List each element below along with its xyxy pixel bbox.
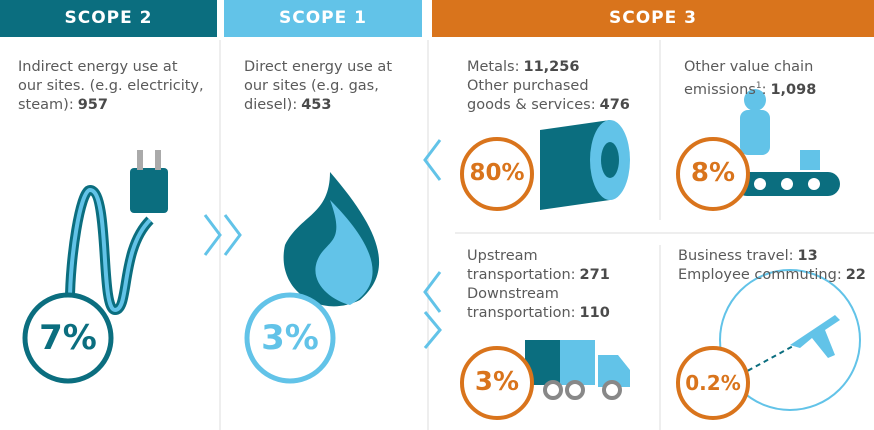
infographic: SCOPE 2 Indirect energy use at our sites. … <box>0 0 874 430</box>
text-line: Business travel:13 <box>678 247 866 266</box>
text-line: diesel):453 <box>244 96 392 115</box>
percentage: 0.2% <box>678 371 748 395</box>
text-line: Indirect energy use at <box>18 58 204 77</box>
text-line: Other value chain <box>684 58 816 77</box>
label: Metals: <box>467 59 519 75</box>
text-line: goods & services:476 <box>467 96 630 115</box>
label: our sites (e.g. gas, <box>244 78 379 94</box>
scope-header: SCOPE 1 <box>224 0 422 37</box>
label: goods & services: <box>467 97 596 113</box>
text-line: Upstream <box>467 247 610 266</box>
label: Other purchased <box>467 78 589 94</box>
description: Other value chain emissions1:1,098 <box>684 58 816 100</box>
percentage: 3% <box>462 367 532 398</box>
label: our sites. (e.g. electricity, <box>18 78 204 94</box>
value: 22 <box>846 267 866 283</box>
label: diesel): <box>244 97 297 113</box>
description: Indirect energy use at our sites. (e.g. e… <box>18 58 204 115</box>
value: 957 <box>78 97 108 113</box>
label: Employee commuting: <box>678 267 842 283</box>
label: Downstream <box>467 286 559 302</box>
value: 11,256 <box>523 59 579 75</box>
text-line: our sites (e.g. gas, <box>244 77 392 96</box>
text-line: Metals:11,256 <box>467 58 630 77</box>
label: transportation: <box>467 267 576 283</box>
label: Other value chain <box>684 59 813 75</box>
text-line: emissions1:1,098 <box>684 77 816 100</box>
value: 110 <box>580 305 610 321</box>
text-line: Other purchased <box>467 77 630 96</box>
percentage: 80% <box>462 160 532 188</box>
label: steam): <box>18 97 74 113</box>
value: 271 <box>580 267 610 283</box>
scope-header: SCOPE 2 <box>0 0 217 37</box>
percentage: 3% <box>247 318 333 359</box>
text-line: Direct energy use at <box>244 58 392 77</box>
text-line: transportation:110 <box>467 304 610 323</box>
text-line: Downstream <box>467 285 610 304</box>
scope-header: SCOPE 3 <box>432 0 874 37</box>
percentage: 8% <box>678 158 748 189</box>
percentage: 7% <box>25 318 111 359</box>
label: Business travel: <box>678 248 794 264</box>
text-line: transportation:271 <box>467 266 610 285</box>
text-line: Employee commuting:22 <box>678 266 866 285</box>
label: : <box>762 82 767 98</box>
label: emissions <box>684 82 756 98</box>
label: Direct energy use at <box>244 59 392 75</box>
text-line: steam):957 <box>18 96 204 115</box>
text-line: our sites. (e.g. electricity, <box>18 77 204 96</box>
label: transportation: <box>467 305 576 321</box>
label: Upstream <box>467 248 538 264</box>
value: 1,098 <box>770 82 816 98</box>
label: Indirect energy use at <box>18 59 178 75</box>
description: Direct energy use at our sites (e.g. gas,… <box>244 58 392 115</box>
value: 453 <box>301 97 331 113</box>
value: 476 <box>600 97 630 113</box>
value: 13 <box>798 248 818 264</box>
